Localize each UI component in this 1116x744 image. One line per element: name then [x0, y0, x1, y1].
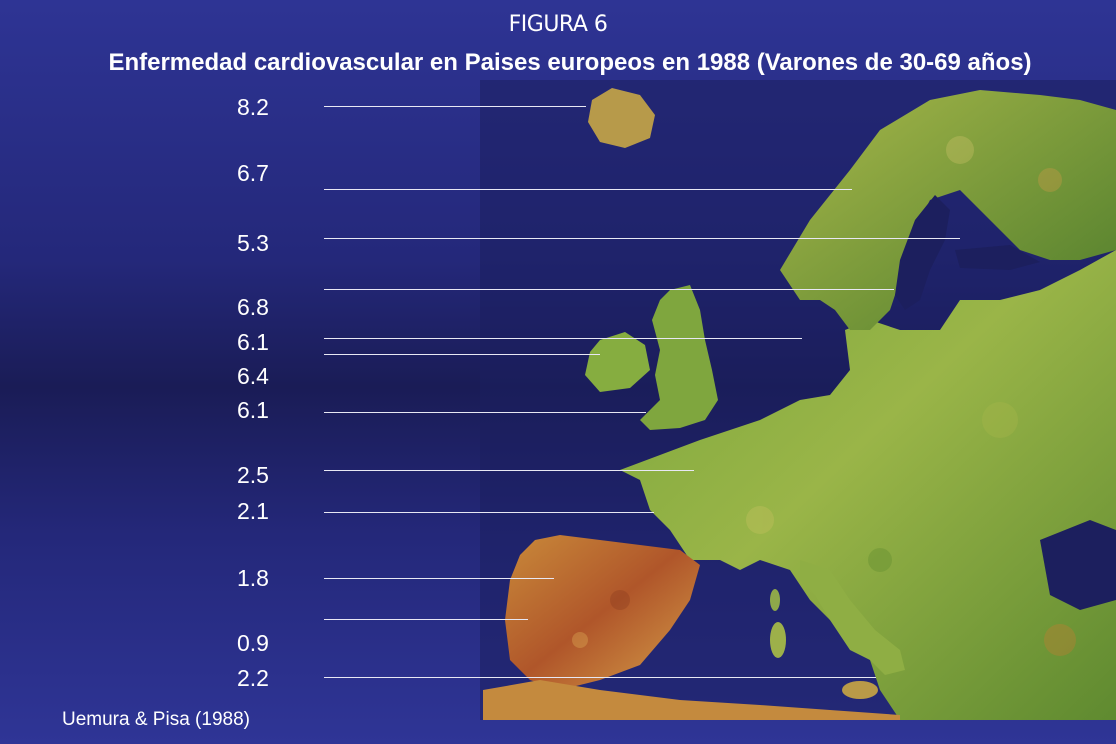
value-label: 1.8	[237, 565, 269, 591]
value-label: 6.7	[237, 160, 269, 186]
value-label: 6.4	[237, 363, 269, 389]
iceland-land	[588, 88, 655, 148]
value-label: 0.9	[237, 630, 269, 656]
leader-line-norway	[324, 189, 852, 190]
figure-label: FIGURA 6	[508, 12, 608, 37]
leader-line-ireland	[324, 354, 600, 355]
source-citation: Uemura & Pisa (1988)	[62, 709, 250, 730]
value-label: 2.5	[237, 462, 269, 488]
ireland-land	[585, 332, 650, 392]
sardinia-land	[770, 622, 786, 658]
value-label: 8.2	[237, 94, 269, 120]
leader-line-belgium	[324, 470, 694, 471]
iberia-land	[505, 535, 700, 690]
leader-line-iceland	[324, 106, 586, 107]
great-britain-land	[640, 285, 718, 430]
leader-line-finland	[324, 238, 960, 239]
leader-line-italy	[324, 677, 876, 678]
figure-title: Enfermedad cardiovascular en Paises euro…	[108, 49, 1032, 76]
corsica-land	[770, 589, 780, 611]
leader-line-uk	[324, 412, 646, 413]
black-sea	[1040, 520, 1116, 610]
leader-line-france	[324, 512, 654, 513]
leader-line-portugal	[324, 619, 528, 620]
value-label: 6.1	[237, 397, 269, 423]
gulf-of-finland	[955, 245, 1040, 270]
value-label: 2.1	[237, 498, 269, 524]
leader-line-sweden	[324, 289, 894, 290]
terrain-texture	[572, 136, 1076, 656]
value-label: 6.8	[237, 294, 269, 320]
italy-land	[800, 560, 905, 675]
north-africa-land	[483, 680, 900, 720]
continent-land	[620, 250, 1116, 720]
leader-line-spain	[324, 578, 554, 579]
value-label: 5.3	[237, 230, 269, 256]
baltic-sea	[895, 195, 950, 310]
value-label: 2.2	[237, 665, 269, 691]
sicily-land	[842, 681, 878, 699]
value-label: 6.1	[237, 329, 269, 355]
scandinavia-land	[780, 90, 1116, 330]
leader-line-denmark	[324, 338, 802, 339]
